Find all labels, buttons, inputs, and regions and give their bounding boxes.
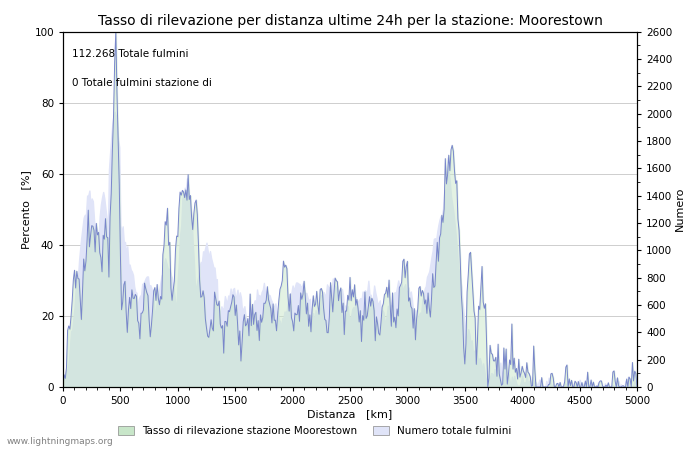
Y-axis label: Percento   [%]: Percento [%] xyxy=(22,170,32,249)
Text: www.lightningmaps.org: www.lightningmaps.org xyxy=(7,436,113,446)
Legend: Tasso di rilevazione stazione Moorestown, Numero totale fulmini: Tasso di rilevazione stazione Moorestown… xyxy=(114,422,516,440)
Y-axis label: Numero: Numero xyxy=(675,187,685,231)
Title: Tasso di rilevazione per distanza ultime 24h per la stazione: Moorestown: Tasso di rilevazione per distanza ultime… xyxy=(97,14,603,27)
X-axis label: Distanza   [km]: Distanza [km] xyxy=(307,409,393,419)
Text: 0 Totale fulmini stazione di: 0 Totale fulmini stazione di xyxy=(71,78,211,88)
Text: 112.268 Totale fulmini: 112.268 Totale fulmini xyxy=(71,50,188,59)
